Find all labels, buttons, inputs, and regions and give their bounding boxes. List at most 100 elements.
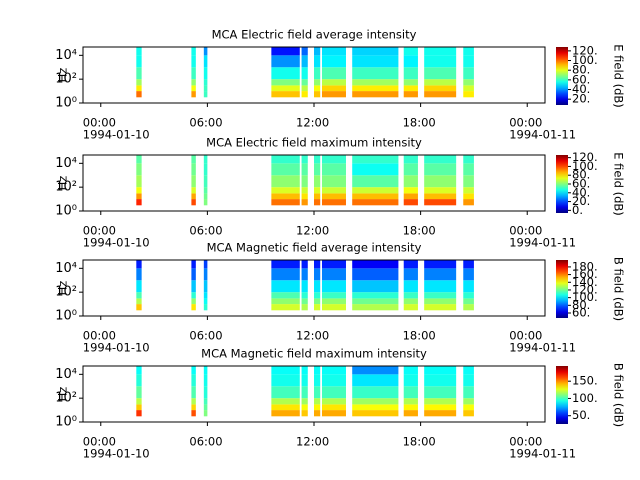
x-date-label: 1994-01-11 xyxy=(509,447,576,461)
heat-cell xyxy=(403,292,418,299)
heat-cell xyxy=(463,85,474,92)
heat-cell xyxy=(321,398,346,405)
heat-cell xyxy=(136,366,142,375)
colorbar-tick-label: 80. xyxy=(572,298,590,312)
heat-cell xyxy=(321,292,346,299)
heat-cell xyxy=(191,410,196,417)
heat-cell xyxy=(321,374,346,387)
heat-cell xyxy=(463,155,474,164)
heat-cell xyxy=(314,79,321,86)
y-tick-label: 10⁴ xyxy=(55,261,77,276)
heat-cell xyxy=(424,155,457,164)
heat-cell xyxy=(314,260,321,269)
heat-cell xyxy=(463,374,474,387)
heat-cell xyxy=(314,298,321,305)
heat-cell xyxy=(424,199,457,206)
heat-cell xyxy=(203,292,208,299)
colorbar-tick-label: 60. xyxy=(572,306,590,320)
y-tick-label: 10⁴ xyxy=(55,367,77,382)
heat-cell xyxy=(203,55,208,68)
heat-cell xyxy=(301,67,308,80)
colorbar-label: E field (dB) xyxy=(612,152,626,216)
heat-cell xyxy=(314,67,321,80)
heat-cell xyxy=(203,386,208,399)
heat-cell xyxy=(271,260,300,269)
y-tick-label: 10⁴ xyxy=(55,156,77,171)
heat-cell xyxy=(352,91,399,98)
heat-cell xyxy=(424,260,457,269)
heat-cell xyxy=(271,187,300,194)
heat-cell xyxy=(203,79,208,86)
heat-cell xyxy=(301,260,308,269)
heat-cell xyxy=(463,410,474,417)
heat-cell xyxy=(136,199,142,206)
heat-cell xyxy=(314,55,321,68)
heat-cell xyxy=(403,187,418,194)
heat-cell xyxy=(191,199,196,206)
heat-cell xyxy=(203,410,208,417)
x-date-label: 1994-01-11 xyxy=(509,128,576,142)
colorbar-tick-label: 80. xyxy=(572,63,590,77)
heat-cell xyxy=(352,410,399,417)
heat-cell xyxy=(352,199,399,206)
heat-cell xyxy=(403,91,418,98)
heat-cell xyxy=(301,91,308,98)
heat-cell xyxy=(191,268,196,281)
heat-cell xyxy=(424,304,457,311)
heat-cell xyxy=(314,199,321,206)
colorbar-tick-label: 40. xyxy=(572,82,590,96)
heat-cell xyxy=(203,85,208,92)
heat-cell xyxy=(203,366,208,375)
y-tick-label: 10⁰ xyxy=(55,309,77,324)
heat-cell xyxy=(321,410,346,417)
heat-cell xyxy=(203,155,208,164)
colorbar-tick-label: 40. xyxy=(572,185,590,199)
x-date-label: 1994-01-10 xyxy=(83,236,150,250)
heat-cell xyxy=(203,91,208,98)
x-tick-label: 06:00 xyxy=(189,224,222,238)
heat-cell xyxy=(424,85,457,92)
heat-cell xyxy=(271,175,300,188)
heat-cell xyxy=(203,304,208,311)
heat-cell xyxy=(301,187,308,194)
heat-cell xyxy=(463,199,474,206)
x-tick-label: 12:00 xyxy=(296,435,329,449)
heat-cell xyxy=(314,386,321,399)
heat-cell xyxy=(403,268,418,281)
heat-cell xyxy=(463,79,474,86)
heat-cell xyxy=(424,55,457,68)
colorbar-label: B field (dB) xyxy=(612,363,626,427)
heat-cell xyxy=(463,55,474,68)
heat-cell xyxy=(301,374,308,387)
heat-cell xyxy=(301,193,308,200)
heat-cell xyxy=(403,366,418,375)
heat-cell xyxy=(301,85,308,92)
heat-cell xyxy=(301,304,308,311)
heat-cell xyxy=(352,366,399,375)
heat-cell xyxy=(321,85,346,92)
heat-cell xyxy=(136,193,142,200)
heat-cell xyxy=(403,47,418,56)
x-date-label: 1994-01-10 xyxy=(83,341,150,355)
heat-cell xyxy=(321,366,346,375)
heat-cell xyxy=(321,404,346,411)
heat-cell xyxy=(321,260,346,269)
heat-cell xyxy=(203,404,208,411)
heat-cell xyxy=(191,187,196,194)
heat-cell xyxy=(271,79,300,86)
x-tick-label: 00:00 xyxy=(509,329,542,343)
heat-cell xyxy=(403,79,418,86)
heat-cell xyxy=(424,410,457,417)
x-tick-label: 00:00 xyxy=(509,116,542,130)
x-tick-label: 00:00 xyxy=(83,116,116,130)
heat-cell xyxy=(136,155,142,164)
y-axis-label: Hz xyxy=(56,68,70,83)
heat-cell xyxy=(271,374,300,387)
heat-cell xyxy=(463,91,474,98)
heat-cell xyxy=(352,268,399,281)
heat-cell xyxy=(463,193,474,200)
heat-cell xyxy=(301,199,308,206)
heat-cell xyxy=(321,298,346,305)
colorbar-tick-label: 180. xyxy=(572,259,598,273)
heat-cell xyxy=(191,85,196,92)
